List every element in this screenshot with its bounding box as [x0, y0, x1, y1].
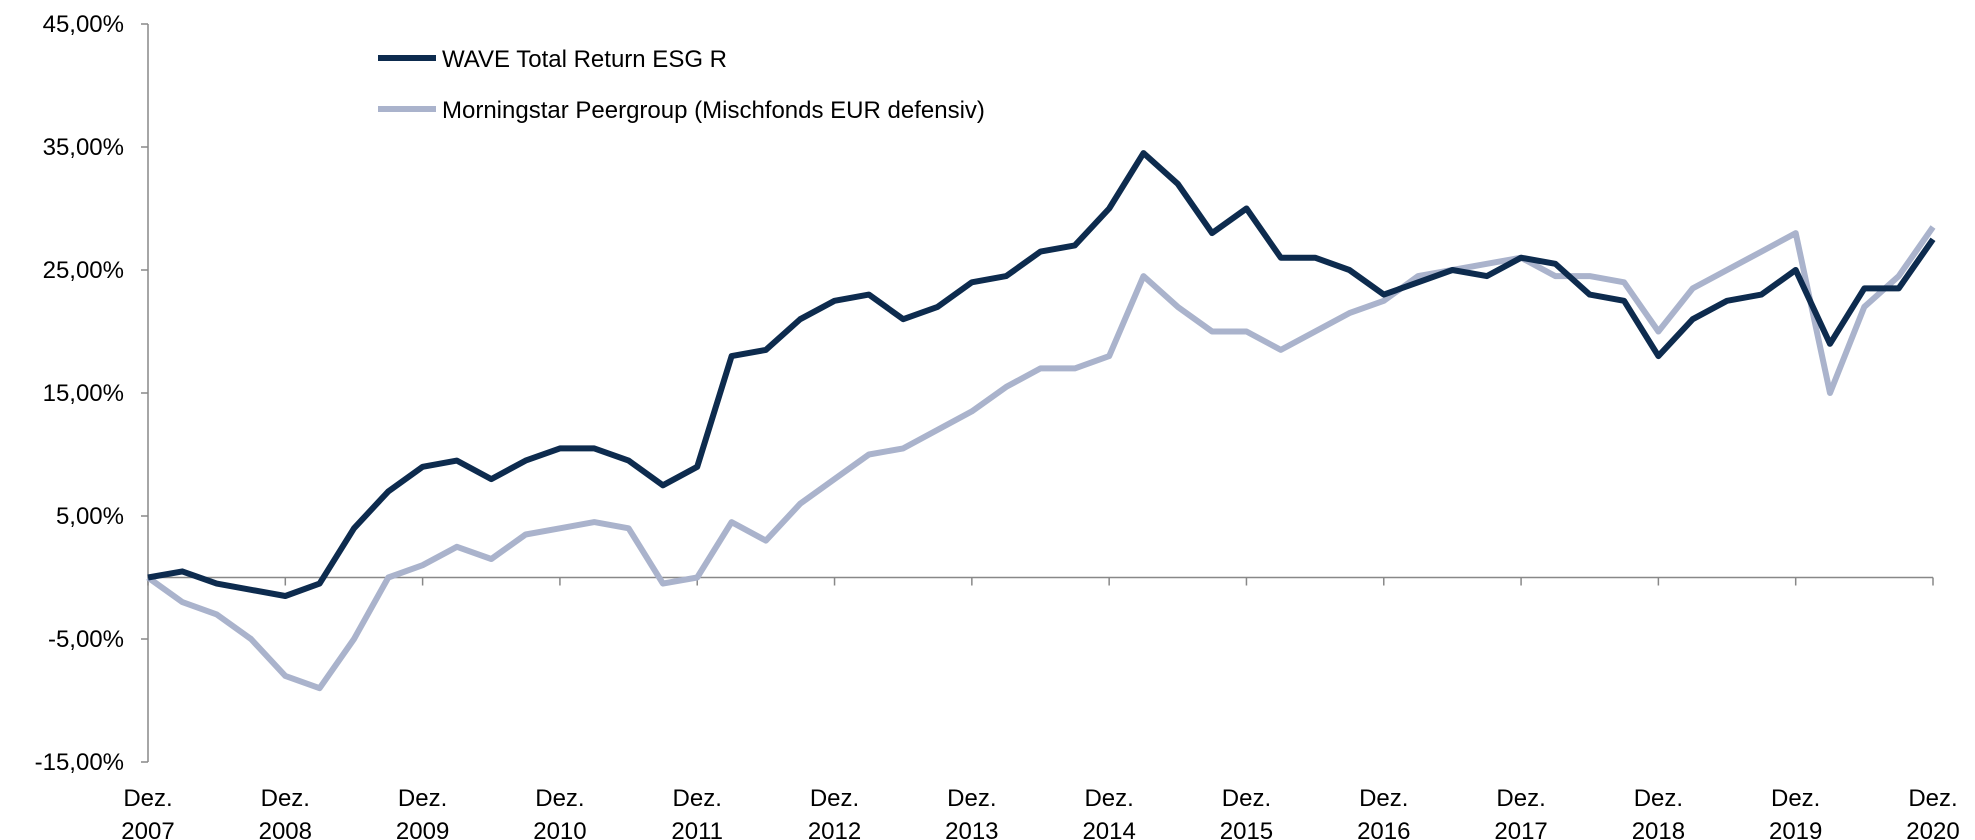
x-tick-label: Dez. 2009 [396, 785, 449, 840]
x-tick-label: Dez. 2020 [1906, 785, 1959, 840]
x-tick-label: Dez. 2019 [1769, 785, 1822, 840]
x-tick-label: Dez. 2014 [1082, 785, 1135, 840]
x-tick-label: Dez. 2017 [1494, 785, 1547, 840]
y-tick-label: 25,00% [43, 257, 124, 284]
x-tick-label: Dez. 2012 [808, 785, 861, 840]
legend-label: Morningstar Peergroup (Mischfonds EUR de… [442, 97, 985, 124]
y-tick-label: 45,00% [43, 11, 124, 38]
x-tick-label: Dez. 2015 [1220, 785, 1273, 840]
series-line [146, 225, 1936, 692]
x-tick-label: Dez. 2010 [533, 785, 586, 840]
y-tick-label: 5,00% [56, 503, 124, 530]
x-tick-label: Dez. 2011 [671, 785, 723, 840]
y-tick-label: 35,00% [43, 134, 124, 161]
x-tick-label: Dez. 2007 [121, 785, 174, 840]
x-tick-label: Dez. 2013 [945, 785, 998, 840]
x-tick-label: Dez. 2018 [1632, 785, 1685, 840]
y-tick-label: -5,00% [48, 626, 124, 653]
y-tick-label: -15,00% [35, 749, 124, 776]
x-tick-label: Dez. 2008 [259, 785, 312, 840]
x-tick-label: Dez. 2016 [1357, 785, 1410, 840]
series-line [147, 150, 1936, 599]
legend-label: WAVE Total Return ESG R [442, 46, 727, 73]
y-tick-label: 15,00% [43, 380, 124, 407]
